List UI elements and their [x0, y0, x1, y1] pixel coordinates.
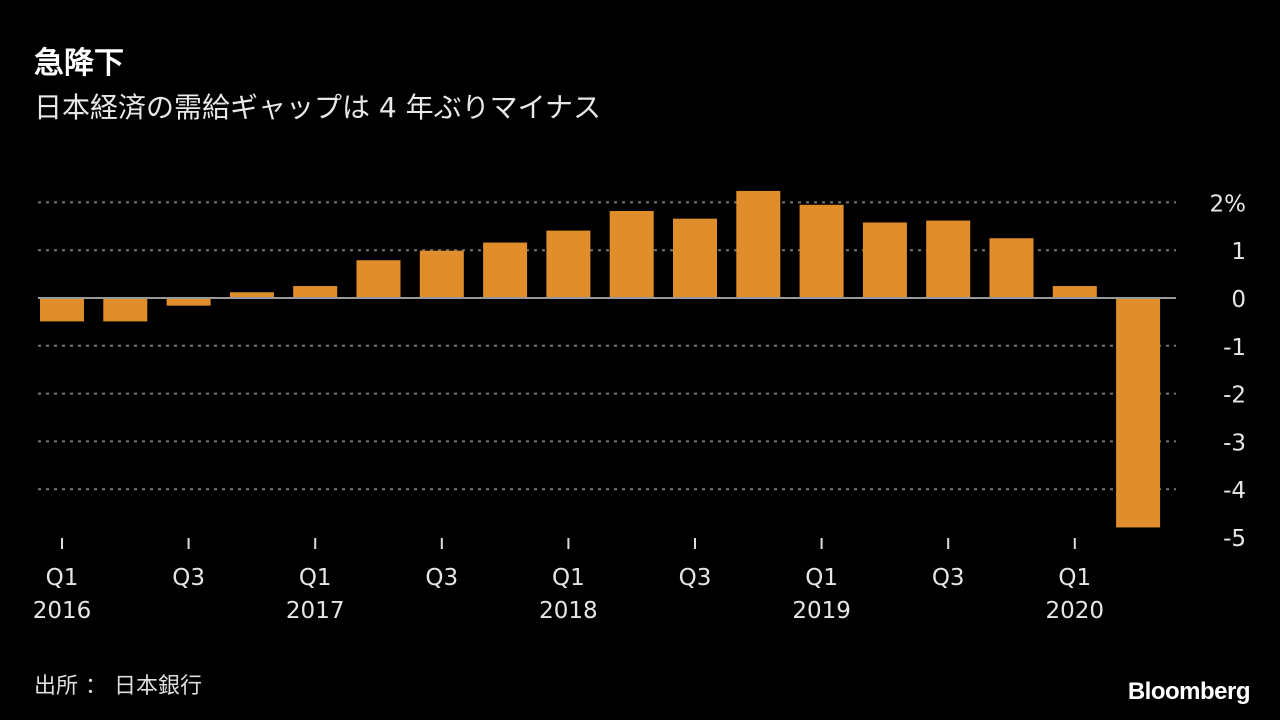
y-tick-label: -2	[1223, 383, 1246, 409]
y-tick-label: 2%	[1210, 191, 1247, 217]
x-tick-label: Q1	[299, 565, 332, 591]
y-tick-label: -1	[1223, 335, 1246, 361]
x-tick-label: Q1	[552, 565, 585, 591]
x-year-label: 2019	[792, 598, 851, 624]
bar	[483, 242, 528, 298]
y-tick-label: 0	[1231, 287, 1246, 313]
chart-title: 急降下	[34, 46, 124, 81]
source-note: 出所 ： 日本銀行	[34, 674, 202, 699]
x-year-label: 2016	[33, 598, 92, 624]
bar	[546, 230, 591, 298]
y-tick-label: -4	[1223, 478, 1246, 504]
bar	[419, 250, 464, 298]
bar	[926, 220, 971, 298]
x-year-label: 2017	[286, 598, 345, 624]
x-tick-label: Q3	[679, 565, 712, 591]
bar	[40, 298, 84, 322]
bar	[736, 190, 781, 298]
bar	[166, 298, 211, 306]
x-tick-label: Q3	[932, 565, 965, 591]
bar	[1116, 298, 1161, 528]
bar	[103, 298, 148, 322]
bar	[293, 286, 338, 298]
x-tick-label: Q1	[1058, 565, 1091, 591]
x-year-label: 2018	[539, 598, 598, 624]
x-tick-label: Q3	[172, 565, 205, 591]
y-tick-label: -3	[1223, 430, 1246, 456]
bar	[609, 211, 654, 298]
y-tick-label: 1	[1231, 239, 1246, 265]
chart-subtitle: 日本経済の需給ギャップは 4 年ぶりマイナス	[34, 91, 602, 124]
bar	[1052, 286, 1097, 298]
bar	[356, 260, 401, 298]
bar	[989, 238, 1034, 298]
x-year-label: 2020	[1046, 598, 1105, 624]
x-tick-label: Q1	[46, 565, 79, 591]
bar	[862, 222, 907, 298]
bar	[673, 218, 717, 298]
bloomberg-logo: Bloomberg	[1127, 678, 1251, 705]
x-tick-label: Q3	[425, 565, 458, 591]
bar	[799, 204, 844, 298]
x-tick-label: Q1	[805, 565, 838, 591]
bar	[229, 292, 274, 298]
y-tick-label: -5	[1223, 526, 1246, 552]
